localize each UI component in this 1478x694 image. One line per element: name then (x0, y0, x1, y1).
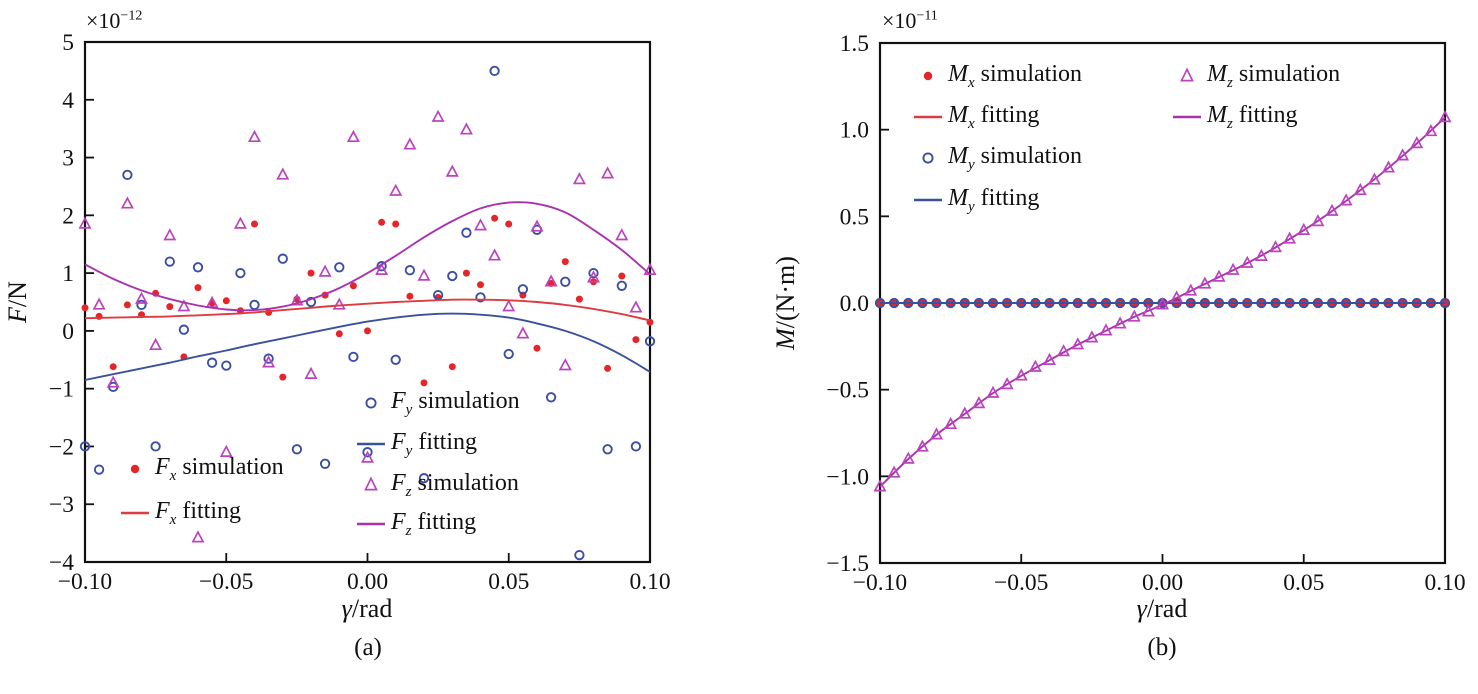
y-tick-label: 0 (62, 319, 74, 345)
legend-label: Fx simulation (155, 453, 284, 484)
legend-item-fz-simulation: Fz simulation (353, 470, 519, 500)
caption-b: (b) (1147, 634, 1177, 661)
legend-item-fx-fitting: Fx fitting (117, 498, 241, 528)
y-tick-label: −1.0 (826, 464, 869, 490)
series-fz-simulation (78, 109, 657, 543)
legend-label: Mx simulation (948, 60, 1083, 91)
legend-label: Fy simulation (391, 387, 520, 418)
legend-item-mz-simulation: Mz simulation (1169, 61, 1340, 91)
x-tick-label: −0.05 (994, 570, 1048, 596)
legend-label: Fy fitting (391, 428, 478, 459)
x-tick-label: 0.10 (629, 569, 670, 595)
series-fx-fitting (84, 298, 651, 322)
caption-a: (a) (354, 634, 382, 661)
legend-label: Mx fitting (948, 101, 1040, 132)
series-fy-simulation (79, 65, 656, 561)
series-fx-simulation (81, 214, 654, 387)
x-axis-ticks-a: −0.10 −0.05 0.00 0.05 0.10 (58, 553, 671, 595)
y-tick-label: −0.5 (826, 378, 869, 404)
circle-marker-icon (365, 397, 377, 409)
x-axis-label-a: γ/rad (341, 594, 393, 623)
line-marker-icon (914, 198, 942, 202)
series-my-simulation (874, 297, 1451, 309)
y-tick-label: −2 (49, 434, 74, 460)
x-tick-label: −0.05 (199, 569, 253, 595)
series-fy-fitting (84, 312, 651, 381)
line-marker-icon (914, 115, 942, 119)
legend-label: Mz simulation (1207, 60, 1341, 91)
line-marker-icon (357, 522, 385, 526)
legend-label: My fitting (948, 184, 1040, 215)
y-tick-label: −1 (49, 377, 74, 403)
legend-item-mz-fitting: Mz fitting (1169, 102, 1298, 132)
y-tick-label: −4 (49, 550, 74, 576)
legend-item-my-fitting: My fitting (910, 185, 1039, 215)
legend-label: My simulation (948, 142, 1083, 173)
legend-item-my-simulation: My simulation (910, 143, 1082, 173)
y-tick-label: 4 (62, 88, 74, 114)
series-fz-fitting (84, 201, 651, 312)
line-marker-icon (121, 511, 149, 515)
y-axis-label-b: M/(N·m) (771, 256, 800, 350)
x-tick-label: 0.05 (488, 569, 529, 595)
y-tick-label: 1.5 (840, 31, 869, 57)
legend-item-fy-simulation: Fy simulation (353, 388, 520, 418)
x-tick-label: 0.00 (1142, 570, 1183, 596)
triangle-marker-icon (364, 476, 378, 491)
legend-item-fx-simulation: Fx simulation (117, 454, 284, 484)
y-tick-label: 1.0 (840, 118, 869, 144)
axis-offset-label-b: ×10−11 (882, 8, 938, 33)
x-tick-label: 0.00 (347, 569, 388, 595)
series-mz-simulation (873, 110, 1452, 492)
triangle-marker-icon (1180, 67, 1194, 82)
x-tick-label: −0.10 (58, 569, 112, 595)
legend-label: Mz fitting (1207, 101, 1298, 132)
legend-item-mx-fitting: Mx fitting (910, 102, 1039, 132)
x-axis-label-b: γ/rad (1136, 594, 1188, 623)
x-axis-ticks-b: −0.10 −0.05 0.00 0.05 0.10 (853, 554, 1466, 596)
y-tick-label: 0.0 (840, 291, 869, 317)
y-tick-label: 5 (62, 30, 74, 56)
dot-marker-icon (130, 464, 140, 474)
legend-item-fz-fitting: Fz fitting (353, 509, 476, 539)
circle-marker-icon (922, 152, 934, 164)
axis-offset-label-a: ×10−12 (86, 8, 143, 33)
y-tick-label: −3 (49, 492, 74, 518)
panel-b: −0.10 −0.05 0.00 0.05 0.10 1.5 1.0 0.5 0.0 −0.5 −1… (826, 31, 1465, 596)
legend-label: Fz fitting (391, 508, 477, 539)
legend-label: Fz simulation (391, 469, 519, 500)
legend-item-mx-simulation: Mx simulation (910, 61, 1082, 91)
x-tick-label: 0.05 (1283, 570, 1324, 596)
y-tick-label: −1.5 (826, 551, 869, 577)
x-tick-label: 0.10 (1424, 570, 1465, 596)
y-tick-label: 3 (62, 146, 74, 172)
y-axis-ticks-a: 5 4 3 2 1 0 −1 −2 −3 −4 (49, 30, 94, 576)
dot-marker-icon (923, 71, 933, 81)
panel-a: −0.10 −0.05 0.00 0.05 0.10 5 4 3 2 1 0 −1 −2 −3 −4 (49, 30, 671, 595)
y-axis-label-a: F/N (3, 281, 32, 323)
y-tick-label: 1 (62, 261, 74, 287)
y-tick-label: 0.5 (840, 204, 869, 230)
x-tick-label: −0.10 (853, 570, 907, 596)
y-tick-label: 2 (62, 203, 74, 229)
line-marker-icon (357, 442, 385, 446)
line-marker-icon (1173, 115, 1201, 119)
legend-label: Fx fitting (155, 497, 242, 528)
legend-item-fy-fitting: Fy fitting (353, 429, 477, 459)
